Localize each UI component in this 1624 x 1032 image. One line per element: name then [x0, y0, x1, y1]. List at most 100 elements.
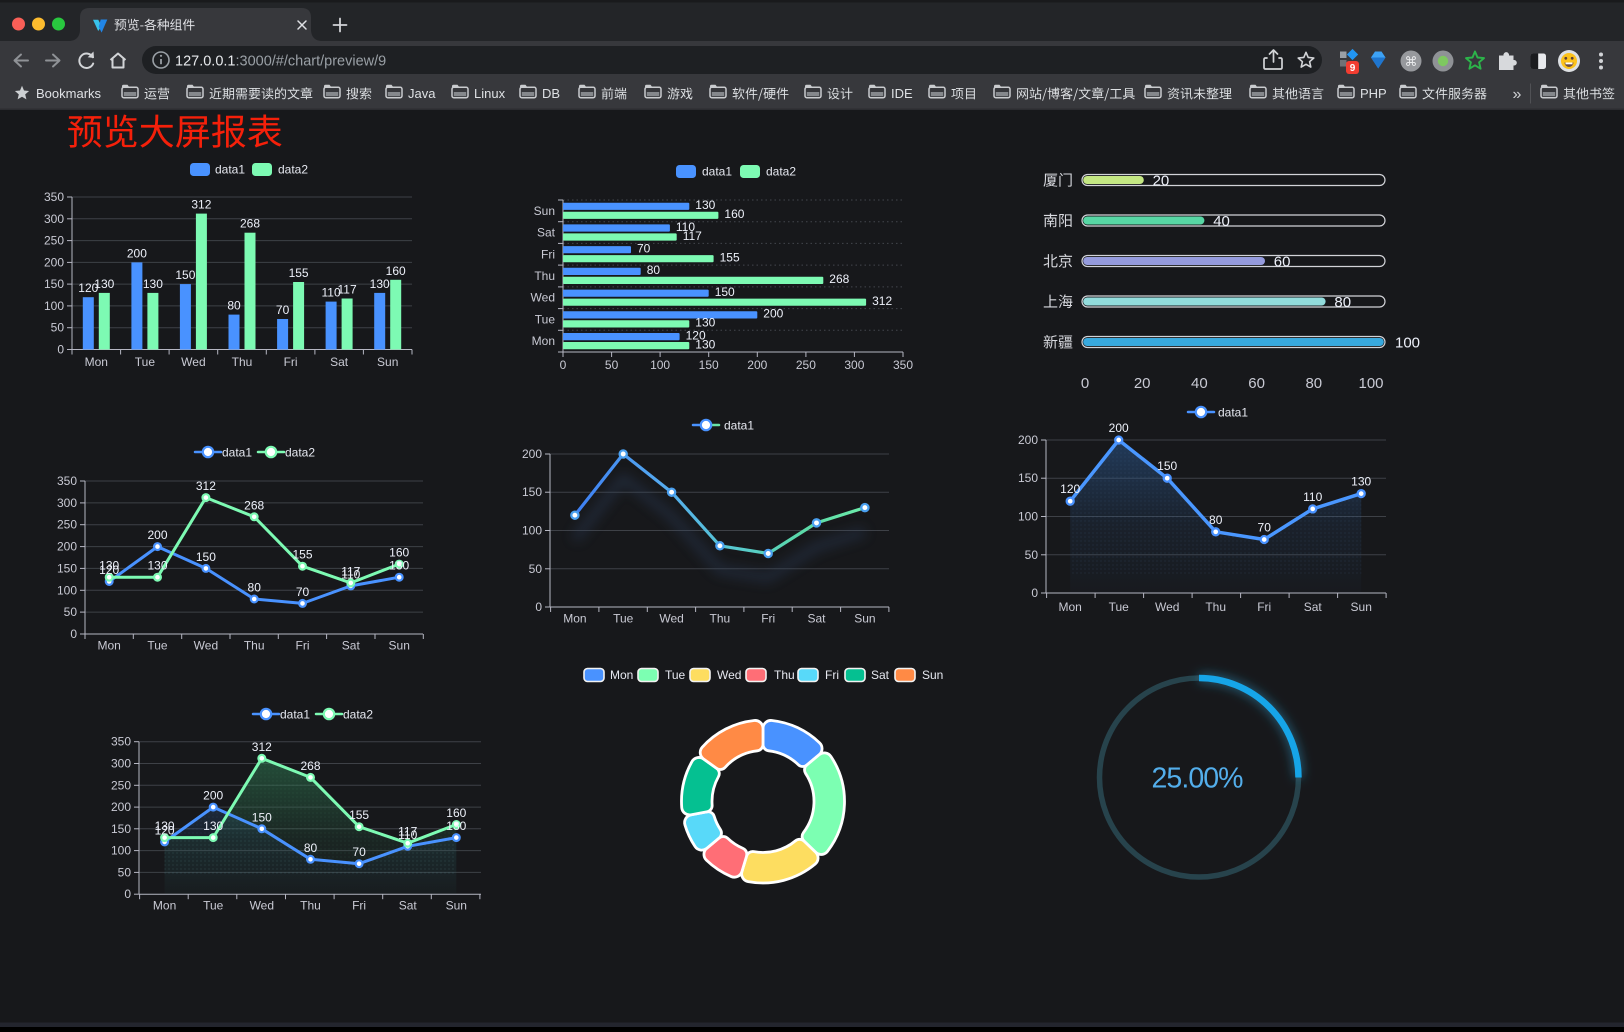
svg-text:0: 0: [124, 887, 131, 901]
svg-text:130: 130: [203, 819, 223, 833]
svg-text:250: 250: [796, 358, 816, 372]
svg-text:0: 0: [1081, 375, 1089, 392]
svg-text:100: 100: [1018, 510, 1038, 524]
svg-text:150: 150: [196, 550, 216, 564]
svg-text:Thu: Thu: [710, 612, 731, 626]
svg-text:0: 0: [560, 358, 567, 372]
svg-text:Linux: Linux: [474, 86, 506, 101]
svg-text:data1: data1: [222, 446, 252, 460]
svg-text:data2: data2: [285, 446, 315, 460]
svg-text:80: 80: [227, 299, 241, 313]
svg-text:110: 110: [322, 286, 341, 300]
svg-text:Wed: Wed: [194, 639, 218, 653]
svg-text:150: 150: [699, 358, 719, 372]
svg-text:Mon: Mon: [532, 334, 555, 348]
svg-text:150: 150: [44, 277, 64, 291]
svg-text:0: 0: [535, 600, 542, 614]
svg-text:Fri: Fri: [825, 668, 839, 682]
svg-text:300: 300: [57, 496, 77, 510]
svg-text:110: 110: [341, 567, 360, 581]
svg-text:100: 100: [44, 299, 64, 313]
svg-text:100: 100: [650, 358, 670, 372]
svg-text:80: 80: [647, 263, 661, 277]
svg-text:Wed: Wed: [250, 899, 274, 913]
svg-text:PHP: PHP: [1360, 86, 1387, 101]
svg-text:data1: data1: [215, 163, 245, 177]
svg-text:Wed: Wed: [1155, 600, 1179, 614]
svg-text:Tue: Tue: [665, 668, 686, 682]
svg-text:200: 200: [763, 307, 783, 321]
svg-text:200: 200: [1109, 421, 1129, 435]
svg-text:»: »: [1513, 86, 1522, 103]
svg-text:268: 268: [244, 498, 264, 512]
svg-text:Mon: Mon: [563, 612, 586, 626]
svg-text:Thu: Thu: [534, 269, 555, 283]
svg-text:160: 160: [386, 264, 406, 278]
svg-text:data2: data2: [278, 163, 308, 177]
svg-text:268: 268: [829, 272, 849, 286]
svg-text:350: 350: [44, 190, 64, 204]
svg-text:350: 350: [57, 474, 77, 488]
svg-text:150: 150: [252, 810, 272, 824]
svg-text:Tue: Tue: [1109, 600, 1130, 614]
svg-text:Sat: Sat: [537, 226, 556, 240]
svg-text:Tue: Tue: [203, 899, 224, 913]
svg-text:Tue: Tue: [535, 312, 556, 326]
svg-text:117: 117: [338, 283, 357, 297]
svg-text:Sat: Sat: [871, 668, 890, 682]
svg-text:Sun: Sun: [922, 668, 943, 682]
svg-text:Bookmarks: Bookmarks: [36, 86, 102, 101]
svg-text:Sun: Sun: [1351, 600, 1372, 614]
svg-text:200: 200: [747, 358, 767, 372]
svg-text:70: 70: [1258, 521, 1272, 535]
svg-text:0: 0: [1031, 586, 1038, 600]
svg-text:data1: data1: [724, 419, 754, 433]
svg-text:Thu: Thu: [774, 668, 795, 682]
svg-text:100: 100: [57, 583, 77, 597]
svg-text:Wed: Wed: [531, 291, 555, 305]
svg-text:120: 120: [78, 281, 98, 295]
svg-text:130: 130: [370, 277, 390, 291]
svg-text:Sat: Sat: [330, 355, 349, 369]
svg-text:117: 117: [398, 825, 417, 839]
svg-text:70: 70: [352, 845, 366, 859]
svg-text:60: 60: [1274, 254, 1291, 271]
svg-text:150: 150: [522, 485, 542, 499]
svg-text:data1: data1: [1218, 406, 1248, 420]
svg-text:150: 150: [111, 822, 131, 836]
svg-text:120: 120: [99, 563, 119, 577]
svg-text:110: 110: [398, 828, 417, 842]
svg-text:Fri: Fri: [296, 639, 310, 653]
svg-text:DB: DB: [542, 86, 560, 101]
svg-text:117: 117: [341, 564, 360, 578]
svg-text:Thu: Thu: [244, 639, 265, 653]
svg-text:data2: data2: [343, 708, 373, 722]
svg-text:300: 300: [111, 757, 131, 771]
svg-text:130: 130: [446, 819, 466, 833]
svg-text:200: 200: [147, 528, 167, 542]
svg-text:Tue: Tue: [147, 639, 168, 653]
svg-text:155: 155: [720, 251, 740, 265]
svg-text:Sun: Sun: [377, 355, 398, 369]
svg-text:70: 70: [276, 303, 290, 317]
svg-text:Sat: Sat: [342, 639, 361, 653]
svg-text:200: 200: [57, 540, 77, 554]
svg-text:Thu: Thu: [1205, 600, 1226, 614]
svg-text:data1: data1: [702, 165, 732, 179]
svg-text:70: 70: [637, 242, 651, 256]
svg-text:0: 0: [57, 343, 64, 357]
svg-text:120: 120: [686, 328, 706, 342]
svg-text:Sat: Sat: [807, 612, 826, 626]
svg-text:250: 250: [57, 518, 77, 532]
svg-text:120: 120: [155, 823, 175, 837]
svg-text:Tue: Tue: [135, 355, 156, 369]
svg-text:50: 50: [64, 605, 78, 619]
svg-text:200: 200: [203, 789, 223, 803]
svg-text:50: 50: [529, 562, 543, 576]
svg-text:20: 20: [1134, 375, 1151, 392]
svg-text:Fri: Fri: [352, 899, 366, 913]
svg-text:Sun: Sun: [446, 899, 467, 913]
svg-text:150: 150: [1157, 459, 1177, 473]
svg-text:312: 312: [252, 740, 272, 754]
svg-text:110: 110: [676, 220, 695, 234]
